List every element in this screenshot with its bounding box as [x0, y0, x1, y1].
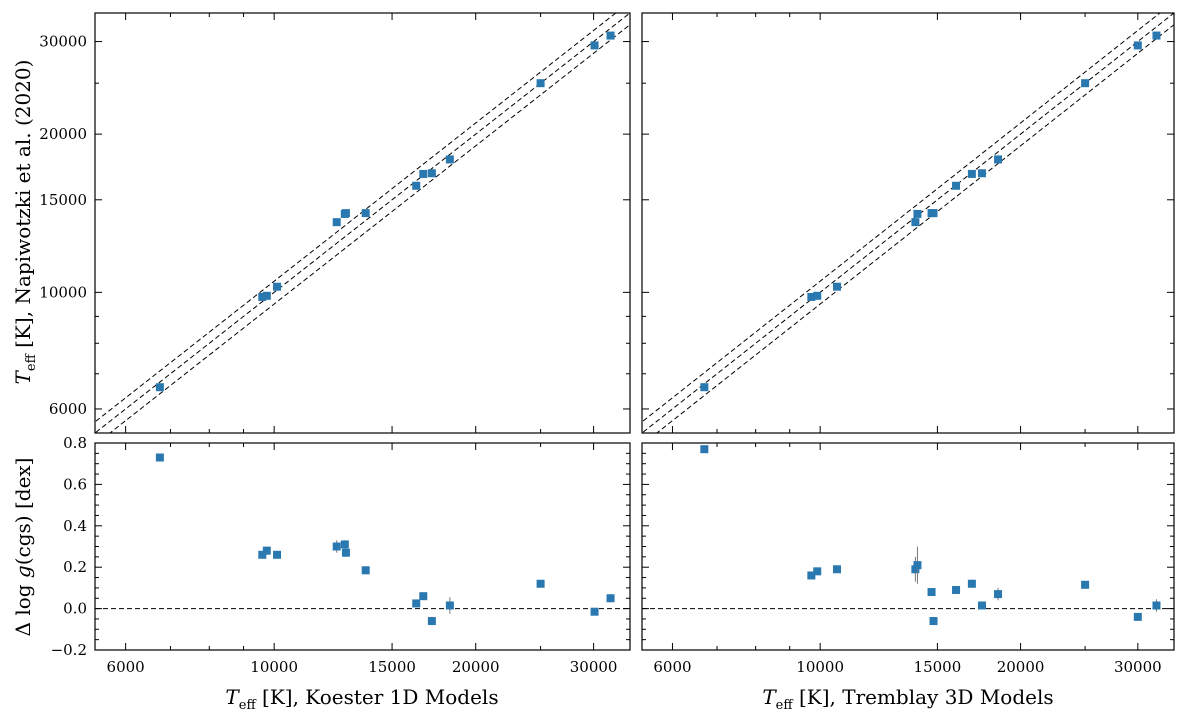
top-left-panel: 6000 10000 15000 20000 30000: [39, 12, 631, 434]
data-point: [700, 383, 709, 392]
x-tick-label: 6000: [653, 658, 691, 676]
y-tick-label: −0.2: [51, 641, 87, 659]
reference-line: [95, 13, 630, 433]
axes-frame: [641, 12, 1175, 434]
data-point: [994, 155, 1003, 164]
data-point: [445, 155, 454, 164]
reference-line: [642, 13, 1161, 423]
top-y-axis-label: Teff [K], Napiwotzki et al. (2020): [11, 60, 39, 385]
axes-frame: [641, 442, 1175, 651]
data-point: [833, 282, 842, 291]
data-point: [813, 567, 822, 576]
data-point: [590, 607, 599, 616]
data-point: [341, 209, 350, 218]
reference-line: [642, 13, 1174, 433]
data-point: [419, 592, 428, 601]
x-tick-label: 6000: [107, 658, 145, 676]
data-point: [1152, 31, 1161, 40]
data-point: [952, 585, 961, 594]
data-point: [833, 565, 842, 574]
data-point: [427, 169, 436, 178]
y-tick-label: 0.0: [63, 600, 87, 618]
data-point: [929, 617, 938, 626]
data-point: [1081, 580, 1090, 589]
right-x-axis-label: Teff [K], Tremblay 3D Models: [762, 685, 1053, 713]
data-point: [1152, 601, 1161, 610]
data-point: [155, 453, 164, 462]
bottom-left-panel: 6000 10000 15000 20000 30000 −0.2 0.0 0.2 0.4 0.6…: [51, 434, 631, 676]
data-point: [967, 579, 976, 588]
data-point: [911, 218, 920, 227]
data-point: [606, 31, 615, 40]
data-point: [807, 571, 816, 580]
top-right-panel: [641, 12, 1175, 434]
data-point: [590, 41, 599, 50]
y-tick-label: 0.4: [63, 517, 87, 535]
reference-line: [656, 24, 1174, 433]
y-tick-label: 10000: [39, 283, 87, 301]
y-tick-label: 0.6: [63, 475, 87, 493]
axes-frame: [94, 442, 631, 651]
data-point: [1133, 41, 1142, 50]
data-point: [340, 540, 349, 549]
data-point: [341, 548, 350, 557]
data-point: [273, 550, 282, 559]
x-tick-label: 15000: [368, 658, 416, 676]
data-point: [952, 181, 961, 190]
axes-frame: [94, 12, 631, 434]
data-point: [536, 79, 545, 88]
data-point: [361, 566, 370, 575]
x-tick-label: 10000: [796, 658, 844, 676]
y-tick-label: 15000: [39, 191, 87, 209]
data-point: [1133, 612, 1142, 621]
data-point: [262, 291, 271, 300]
bottom-right-panel: 6000 10000 15000 20000 30000: [641, 442, 1175, 676]
data-point: [412, 181, 421, 190]
data-point: [536, 579, 545, 588]
reference-line: [95, 13, 617, 423]
data-point: [911, 565, 920, 574]
data-point: [606, 594, 615, 603]
y-tick-label: 6000: [49, 400, 87, 418]
data-point: [813, 291, 822, 300]
data-point: [361, 209, 370, 218]
x-tick-label: 10000: [250, 658, 298, 676]
data-point: [913, 209, 922, 218]
x-tick-label: 30000: [570, 658, 618, 676]
data-point: [332, 542, 341, 551]
y-tick-label: 0.2: [63, 558, 87, 576]
data-point: [807, 292, 816, 301]
bottom-y-axis-label: Δ log g(cgs) [dex]: [11, 458, 35, 637]
data-point: [1081, 79, 1090, 88]
data-point: [155, 383, 164, 392]
y-tick-label: 30000: [39, 33, 87, 51]
data-point: [929, 209, 938, 218]
data-point: [273, 282, 282, 291]
reference-line: [109, 24, 630, 433]
data-point: [258, 550, 267, 559]
data-point: [262, 546, 271, 555]
data-point: [927, 588, 936, 597]
x-tick-label: 30000: [1114, 658, 1162, 676]
data-point: [977, 601, 986, 610]
data-point: [994, 590, 1003, 599]
data-point: [258, 292, 267, 301]
data-point: [419, 169, 428, 178]
data-point: [412, 599, 421, 608]
data-point: [332, 218, 341, 227]
x-tick-label: 20000: [997, 658, 1045, 676]
data-point: [967, 169, 976, 178]
y-tick-label: 0.8: [63, 434, 87, 452]
data-point: [700, 445, 709, 454]
x-tick-label: 15000: [914, 658, 962, 676]
data-point: [913, 561, 922, 570]
data-point: [445, 601, 454, 610]
y-tick-label: 20000: [39, 125, 87, 143]
x-tick-label: 20000: [452, 658, 500, 676]
left-x-axis-label: Teff [K], Koester 1D Models: [225, 685, 498, 713]
data-point: [977, 169, 986, 178]
data-point: [427, 617, 436, 626]
